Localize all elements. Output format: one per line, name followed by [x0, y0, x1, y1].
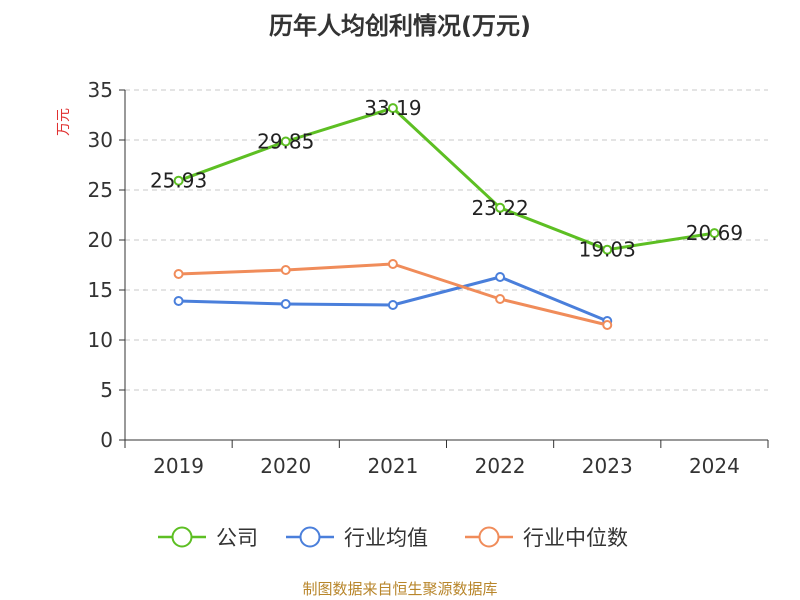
data-point — [495, 294, 506, 304]
data-labels: 25.93 29.85 33.19 23.22 19.03 20.69 — [150, 96, 743, 262]
data-label: 33.19 — [364, 96, 421, 120]
y-tick-label: 25 — [88, 178, 113, 202]
legend-marker — [478, 526, 500, 548]
legend-label: 公司 — [216, 526, 258, 550]
data-point — [387, 103, 398, 114]
x-tick-label: 2024 — [689, 454, 740, 478]
series-line-1 — [178, 275, 608, 323]
y-tick-label: 10 — [88, 328, 113, 352]
data-point — [387, 259, 398, 269]
data-label: 25.93 — [150, 169, 207, 193]
x-tick-label: 2023 — [582, 454, 633, 478]
x-tick-label: 2022 — [475, 454, 526, 478]
data-label: 20.69 — [686, 221, 743, 245]
data-label: 19.03 — [579, 238, 636, 262]
legend: 公司 行业均值 行业中位数 — [158, 526, 628, 550]
legend-label: 行业均值 — [344, 526, 428, 550]
legend-marker — [171, 526, 193, 548]
data-point — [709, 228, 720, 239]
data-point — [173, 175, 184, 186]
x-tick-label: 2021 — [367, 454, 418, 478]
legend-label: 行业中位数 — [523, 526, 628, 550]
data-point — [495, 272, 506, 282]
legend-marker — [299, 526, 321, 548]
data-point — [602, 244, 613, 255]
legend-item-2[interactable]: 行业中位数 — [465, 526, 628, 550]
y-tick-label: 35 — [88, 78, 113, 102]
x-tick-label: 2020 — [260, 454, 311, 478]
legend-item-0[interactable]: 公司 — [158, 526, 258, 550]
y-tick-label: 5 — [100, 378, 113, 402]
y-tick-label: 20 — [88, 228, 113, 252]
data-point — [280, 299, 291, 309]
y-tick-label: 0 — [100, 428, 113, 452]
data-point — [280, 136, 291, 147]
data-label: 29.85 — [257, 130, 314, 154]
axes: 0 5 10 15 20 25 30 35 2019 2020 2021 2022 2023 2024 — [88, 78, 769, 478]
legend-item-1[interactable]: 行业均值 — [286, 526, 428, 550]
data-point — [173, 269, 184, 279]
data-point — [387, 300, 398, 310]
data-point — [280, 265, 291, 275]
y-tick-label: 15 — [88, 278, 113, 302]
data-label: 23.22 — [471, 196, 528, 220]
x-tick-label: 2019 — [153, 454, 204, 478]
series-group — [173, 103, 720, 330]
series-line-0 — [178, 106, 715, 252]
y-tick-label: 30 — [88, 128, 113, 152]
data-point — [173, 296, 184, 306]
data-point — [602, 320, 613, 330]
chart-title: 历年人均创利情况(万元) — [269, 12, 531, 40]
y-axis-label: 万元 — [56, 108, 72, 136]
source-note: 制图数据来自恒生聚源数据库 — [302, 580, 497, 598]
data-point — [495, 202, 506, 213]
